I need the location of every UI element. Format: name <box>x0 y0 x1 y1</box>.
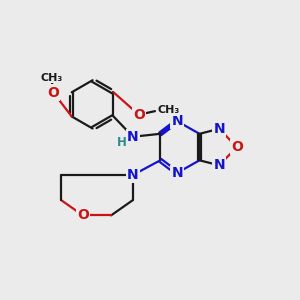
Text: CH₃: CH₃ <box>41 73 63 83</box>
Text: N: N <box>171 166 183 180</box>
Text: O: O <box>77 208 89 222</box>
Text: N: N <box>127 168 139 182</box>
Text: N: N <box>213 158 225 172</box>
Text: N: N <box>213 122 225 136</box>
Text: CH₃: CH₃ <box>157 105 179 115</box>
Text: O: O <box>231 140 243 154</box>
Text: O: O <box>133 108 145 122</box>
Text: O: O <box>47 85 59 100</box>
Text: H: H <box>117 136 127 148</box>
Text: N: N <box>127 130 139 144</box>
Text: N: N <box>171 114 183 128</box>
